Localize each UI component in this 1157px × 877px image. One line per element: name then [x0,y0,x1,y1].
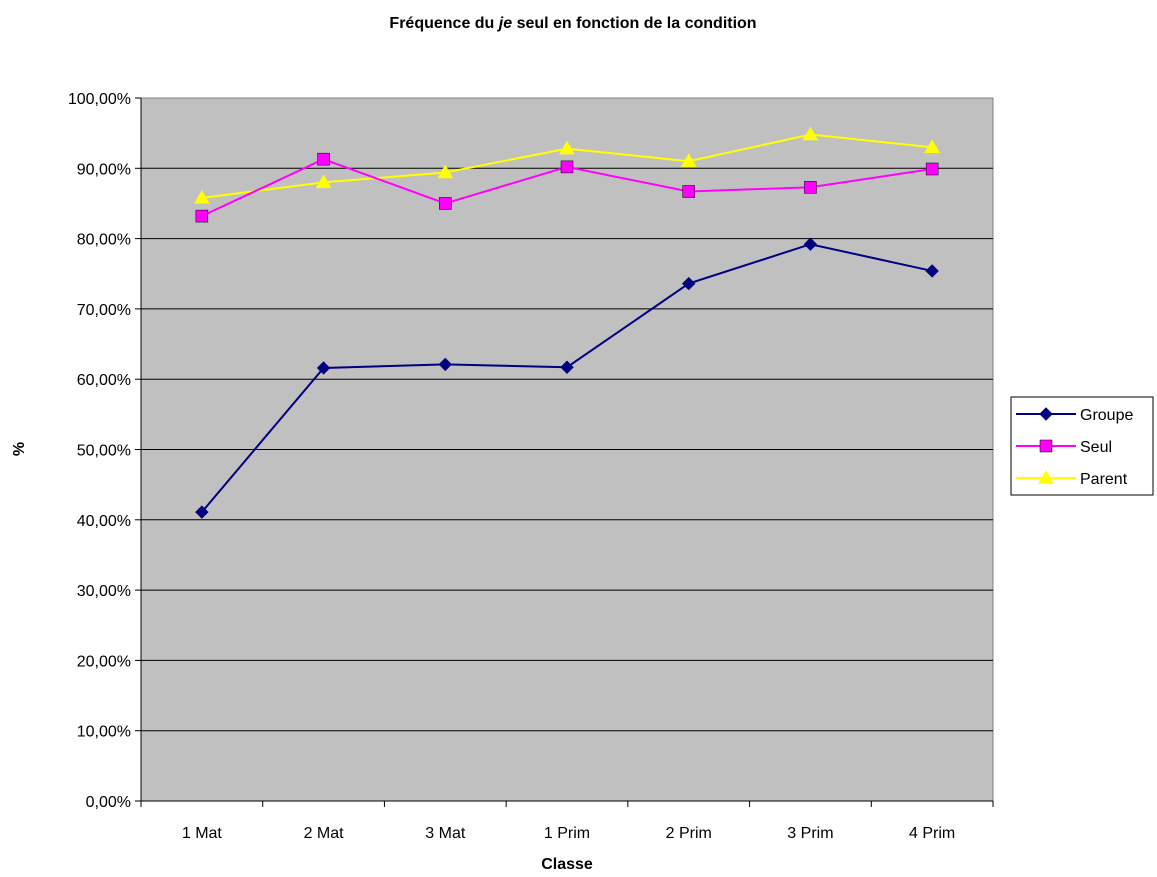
data-point-parent [802,126,819,141]
y-tick-label: 30,00% [77,583,131,600]
legend-label: Groupe [1080,407,1133,424]
data-point-parent [559,140,575,155]
chart-title-part-2: je [497,15,512,32]
x-tick-labels: 1 Mat 2 Mat 3 Mat 1 Prim 2 Prim 3 Prim 4 Prim [182,825,955,842]
data-point-seul [195,209,209,223]
axes [135,97,994,807]
legend-item-groupe: Groupe [1016,407,1133,424]
y-tick-label: 50,00% [77,443,131,460]
y-tick-label: 90,00% [77,161,131,178]
data-point-seul [560,160,574,174]
y-tick-label: 10,00% [77,724,131,741]
y-tick-label: 70,00% [77,302,131,319]
y-tick-label: 20,00% [77,653,131,670]
series-parent [193,126,941,204]
data-point-groupe [316,361,331,375]
series-groupe [195,237,939,519]
series-layer [193,126,941,519]
data-point-seul [925,162,939,176]
y-tick-label: 60,00% [77,372,131,389]
x-tick-label: 1 Prim [544,825,590,842]
legend-item-parent: Parent [1016,469,1128,488]
legend-item-seul: Seul [1016,439,1112,456]
data-point-groupe [925,264,939,278]
series-seul [195,152,939,223]
data-point-parent [680,153,697,168]
x-tick-label: 2 Prim [666,825,712,842]
legend-label: Parent [1080,471,1128,488]
data-point-parent [315,174,332,189]
chart-title-part-1: Fréquence du [389,15,498,32]
legend-marker [1039,439,1053,453]
data-point-parent [437,164,454,179]
data-point-parent [193,189,210,204]
x-tick-label: 3 Prim [787,825,833,842]
chart-title: Fréquence du je seul en fonction de la c… [389,15,756,32]
y-tick-labels: 0,00% 10,00% 20,00% 30,00% 40,00% 50,00% 60,00… [68,91,131,811]
legend-marker [1039,407,1053,421]
data-point-seul [682,185,695,198]
legend: Groupe Seul Parent [1010,396,1154,496]
data-point-seul [439,197,452,210]
y-axis-title: % [11,442,28,456]
data-point-parent [924,139,941,153]
data-point-groupe [438,357,452,372]
x-tick-label: 1 Mat [182,825,223,842]
data-point-groupe [682,276,696,291]
legend-marker [1038,469,1054,484]
legend-label: Seul [1080,439,1112,456]
y-tick-label: 0,00% [86,794,131,811]
data-point-groupe [803,237,818,251]
data-point-seul [804,181,817,194]
x-tick-label: 2 Mat [304,825,345,842]
data-point-seul [317,152,330,166]
y-tick-label: 100,00% [68,91,131,108]
x-tick-label: 4 Prim [909,825,955,842]
x-tick-label: 3 Mat [425,825,466,842]
chart-title-part-3: seul en fonction de la condition [512,15,756,32]
y-tick-label: 80,00% [77,232,131,249]
x-axis-title: Classe [541,856,593,873]
data-point-groupe [195,505,209,519]
y-tick-label: 40,00% [77,513,131,530]
data-point-groupe [560,360,574,374]
